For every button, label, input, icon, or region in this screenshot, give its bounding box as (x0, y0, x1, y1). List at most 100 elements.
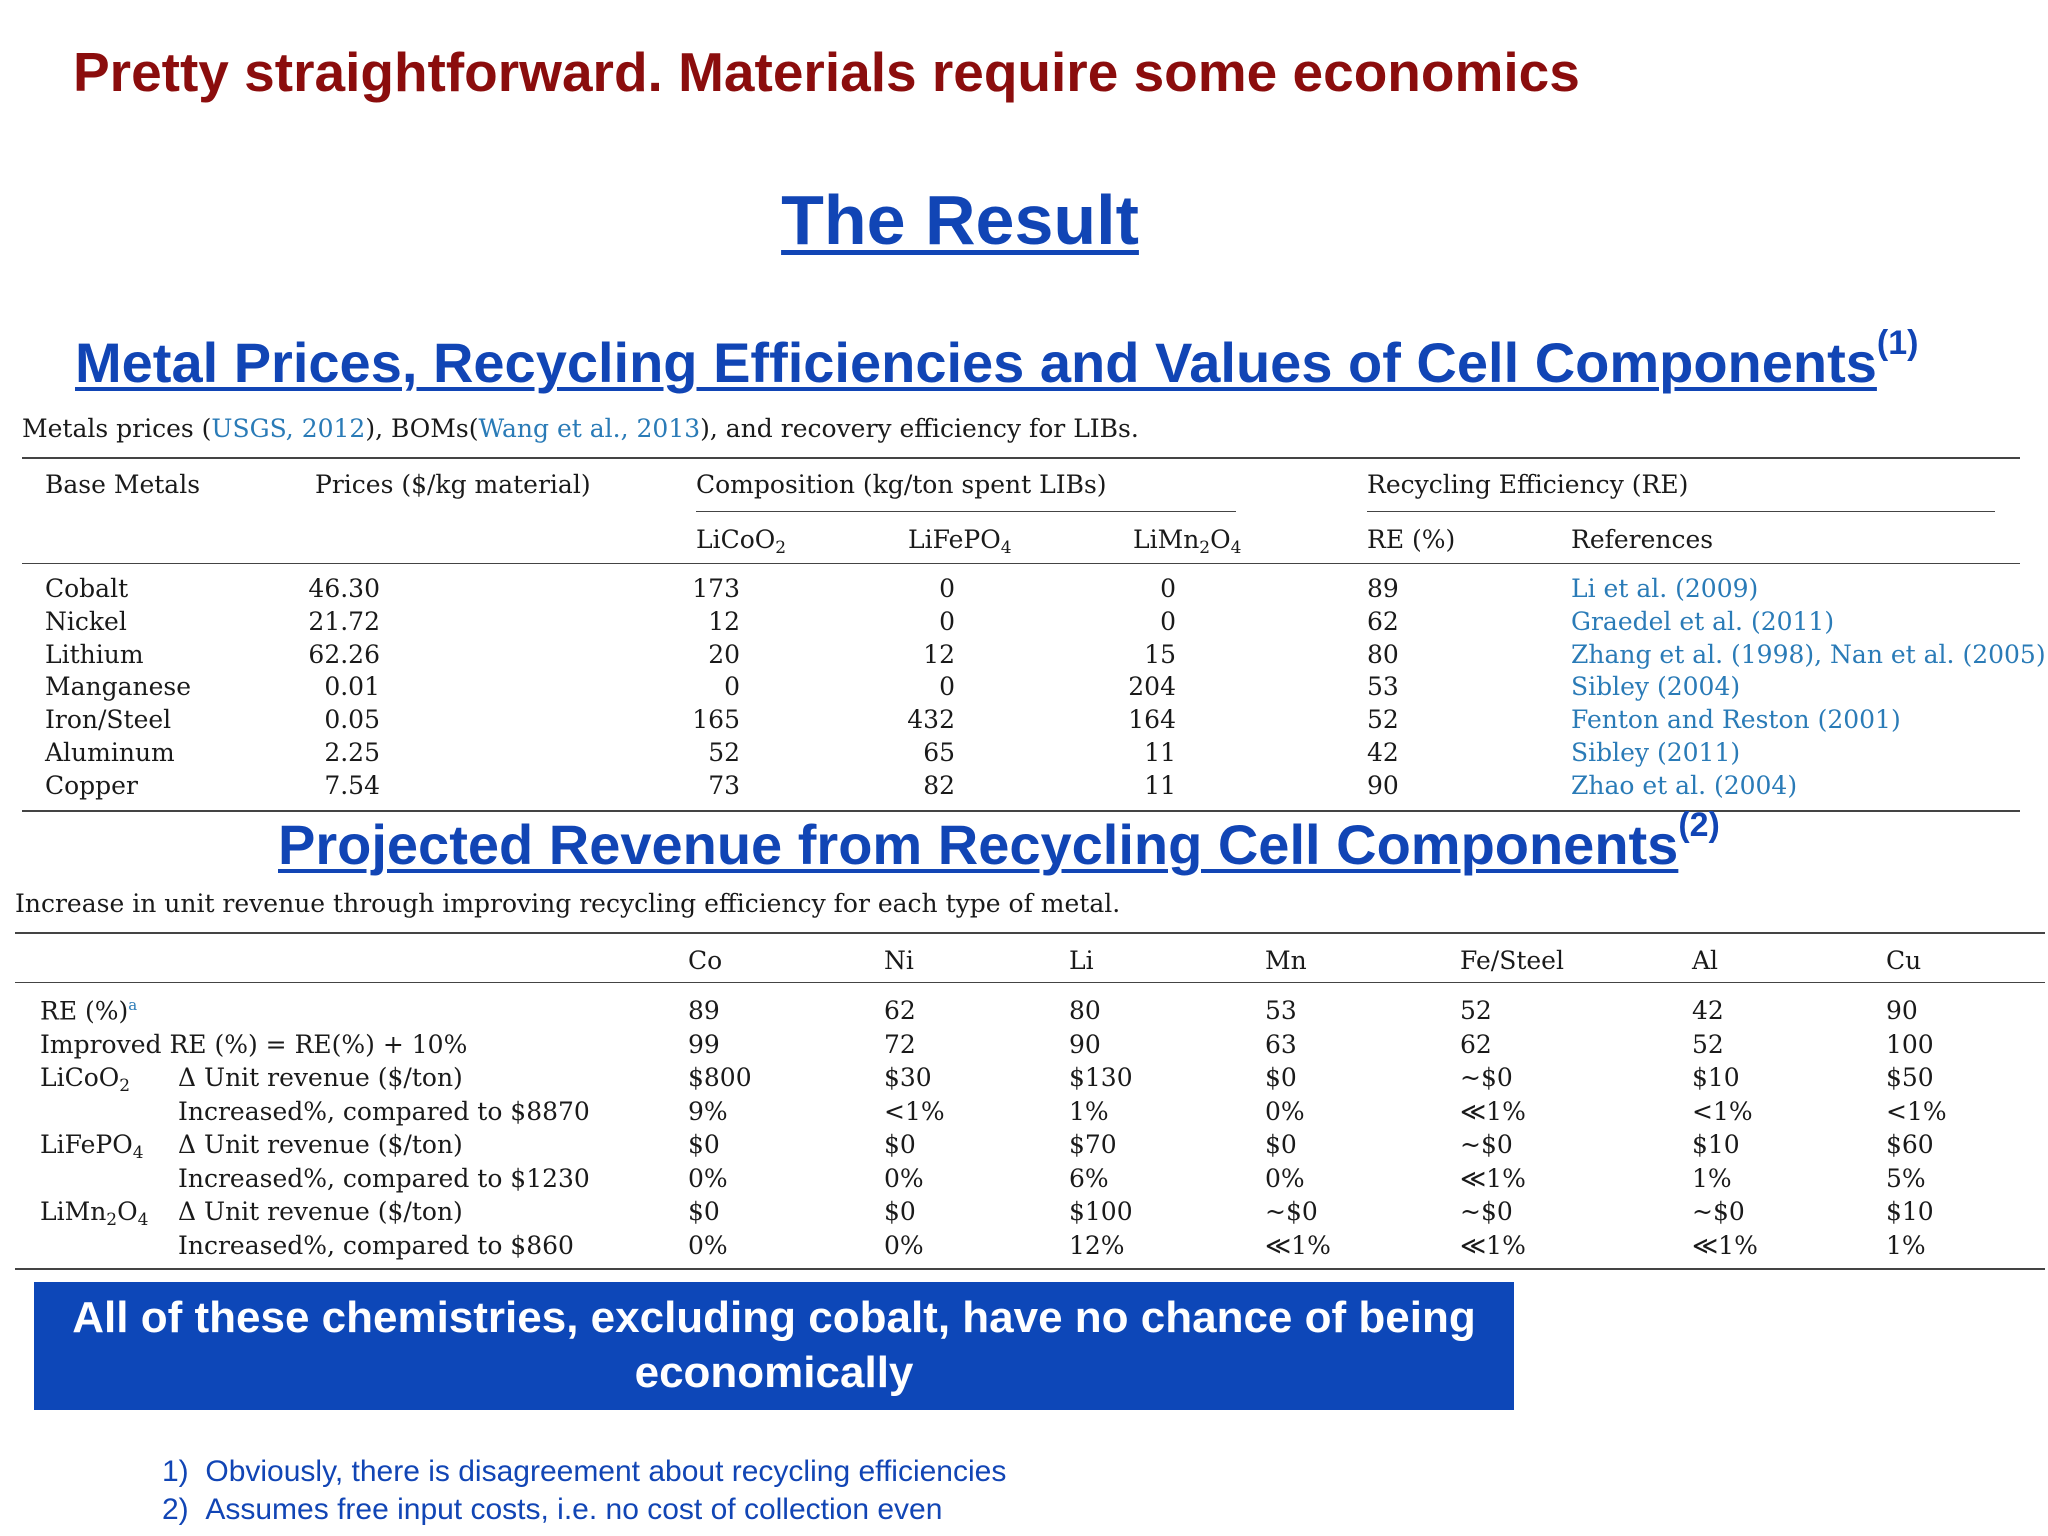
table2-caption: Increase in unit revenue through improvi… (15, 889, 1121, 918)
column-header: Li (1069, 946, 1094, 975)
reference-link[interactable]: Li et al. (2009) (1571, 574, 1759, 603)
revenue-value: $800 (688, 1063, 752, 1092)
revenue-value: 62 (1460, 1030, 1492, 1059)
re-value: 89 (1367, 574, 1399, 603)
reference-link[interactable]: Sibley (2011) (1571, 738, 1741, 767)
footnote-marker[interactable]: a (128, 996, 138, 1014)
formula-part: LiFePO (908, 525, 1001, 554)
section2-footnote-marker: (2) (1678, 806, 1720, 844)
table-rule (15, 1268, 2045, 1270)
limn2o4-value: 11 (1144, 771, 1176, 800)
revenue-value: $0 (884, 1197, 916, 1226)
revenue-value: 63 (1265, 1030, 1297, 1059)
column-header: Al (1692, 946, 1719, 975)
revenue-value: 0% (1265, 1097, 1305, 1126)
limn2o4-value: 11 (1144, 738, 1176, 767)
price-value: 0.05 (324, 705, 380, 734)
caption-ref-link[interactable]: USGS, 2012 (211, 414, 366, 443)
revenue-value: 53 (1265, 996, 1297, 1025)
revenue-value: ≪1% (1460, 1231, 1526, 1260)
formula-part: LiMn (1133, 525, 1200, 554)
formula-subscript: 4 (1230, 538, 1242, 558)
revenue-value: 1% (1692, 1164, 1732, 1193)
row-label-text: Δ Unit revenue ($/ton) (178, 1063, 463, 1092)
formula-part: O (117, 1197, 138, 1226)
revenue-value: 0% (688, 1231, 728, 1260)
revenue-value: 72 (884, 1030, 916, 1059)
footnote-number: 2) (162, 1493, 189, 1526)
lifepo4-value: 0 (939, 607, 955, 636)
header-lifepo4: LiFePO4 (908, 525, 1012, 558)
lifepo4-value: 12 (923, 640, 955, 669)
row-label-text: Δ Unit revenue ($/ton) (178, 1197, 463, 1226)
caption-text: Metals prices ( (22, 414, 212, 443)
revenue-value: 5% (1886, 1164, 1926, 1193)
revenue-value: ~$0 (1265, 1197, 1318, 1226)
row-label: RE (%)a (40, 996, 137, 1025)
header-limn2o4: LiMn2O4 (1133, 525, 1241, 558)
caption-ref-link[interactable]: Wang et al., 2013 (478, 414, 701, 443)
limn2o4-value: 0 (1160, 607, 1176, 636)
revenue-value: $60 (1886, 1130, 1934, 1159)
caption-text: ), and recovery efficiency for LIBs. (700, 414, 1139, 443)
revenue-value: ≪1% (1460, 1097, 1526, 1126)
footnote-1: 1) Obviously, there is disagreement abou… (162, 1455, 1006, 1489)
row-label-text: Increased%, compared to $1230 (178, 1164, 590, 1193)
header-licoo2: LiCoO2 (696, 525, 786, 558)
revenue-value: 0% (1265, 1164, 1305, 1193)
metal-name: Manganese (45, 672, 192, 701)
caption-text: ), BOMs( (365, 414, 479, 443)
revenue-value: $30 (884, 1063, 932, 1092)
formula-subscript: 4 (1000, 538, 1012, 558)
header-prices: Prices ($/kg material) (315, 470, 591, 499)
revenue-value: ~$0 (1460, 1063, 1513, 1092)
formula-subscript: 2 (106, 1210, 118, 1230)
table1-caption: Metals prices (USGS, 2012), BOMs(Wang et… (22, 414, 1139, 443)
re-value: 80 (1367, 640, 1399, 669)
revenue-value: 6% (1069, 1164, 1109, 1193)
section2-title-text: Projected Revenue from Recycling Cell Co… (278, 813, 1679, 876)
formula-part: O (1210, 525, 1231, 554)
metal-name: Copper (45, 771, 138, 800)
reference-link[interactable]: Zhang et al. (1998), Nan et al. (2005) (1571, 640, 2046, 669)
revenue-value: $0 (688, 1130, 720, 1159)
slide-headline: Pretty straightforward. Materials requir… (73, 41, 1580, 103)
revenue-value: ≪1% (1460, 1164, 1526, 1193)
lifepo4-value: 65 (923, 738, 955, 767)
revenue-value: <1% (1886, 1097, 1947, 1126)
row-label: Δ Unit revenue ($/ton) (178, 1197, 463, 1226)
chemistry-label: LiFePO4 (40, 1130, 144, 1163)
table-rule (22, 810, 2020, 812)
footnote-text: Assumes free input costs, i.e. no cost o… (205, 1493, 943, 1526)
reference-link[interactable]: Graedel et al. (2011) (1571, 607, 1835, 636)
price-value: 21.72 (308, 607, 380, 636)
reference-link[interactable]: Zhao et al. (2004) (1571, 771, 1798, 800)
header-base-metals: Base Metals (45, 470, 201, 499)
reference-link[interactable]: Fenton and Reston (2001) (1571, 705, 1901, 734)
revenue-value: 0% (884, 1231, 924, 1260)
revenue-value: 99 (688, 1030, 720, 1059)
re-value: 52 (1367, 705, 1399, 734)
licoo2-value: 20 (708, 640, 740, 669)
re-value: 42 (1367, 738, 1399, 767)
revenue-value: ~$0 (1460, 1130, 1513, 1159)
licoo2-value: 52 (708, 738, 740, 767)
re-value: 53 (1367, 672, 1399, 701)
price-value: 2.25 (324, 738, 380, 767)
price-value: 46.30 (308, 574, 380, 603)
revenue-value: 1% (1886, 1231, 1926, 1260)
banner-line: recyclable except for on a truly massive… (135, 1403, 1413, 1507)
table-rule (15, 982, 2045, 983)
lifepo4-value: 0 (939, 672, 955, 701)
lifepo4-value: 432 (907, 705, 955, 734)
row-label-text: Increased%, compared to $8870 (178, 1097, 590, 1126)
re-value: 90 (1367, 771, 1399, 800)
revenue-value: $130 (1069, 1063, 1133, 1092)
reference-link[interactable]: Sibley (2004) (1571, 672, 1741, 701)
revenue-value: $100 (1069, 1197, 1133, 1226)
revenue-value: 0% (884, 1164, 924, 1193)
row-label-text: Δ Unit revenue ($/ton) (178, 1130, 463, 1159)
revenue-value: $50 (1886, 1063, 1934, 1092)
section1-title-text: Metal Prices, Recycling Efficiencies and… (75, 331, 1877, 394)
licoo2-value: 73 (708, 771, 740, 800)
